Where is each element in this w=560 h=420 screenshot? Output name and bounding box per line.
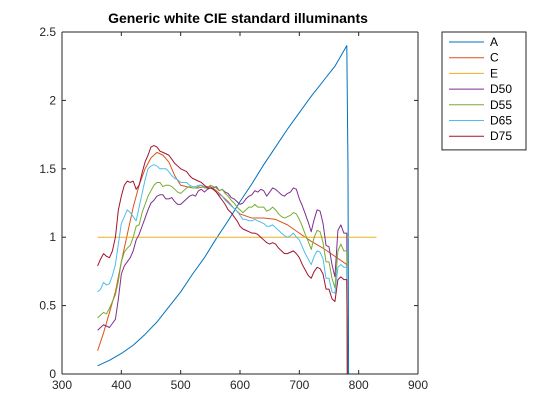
series-line-d75 (97, 145, 348, 374)
y-tick-label: 1.5 (39, 162, 56, 176)
y-tick-label: 2 (49, 93, 56, 107)
legend-label-a: A (490, 35, 498, 49)
x-tick-label: 900 (408, 378, 428, 392)
x-tick-label: 700 (289, 378, 309, 392)
x-tick-label: 300 (52, 378, 72, 392)
y-tick-label: 2.5 (39, 25, 56, 39)
plot-background (62, 32, 418, 374)
legend-label-d50: D50 (490, 82, 512, 96)
x-tick-label: 400 (111, 378, 131, 392)
legend-label-d65: D65 (490, 114, 512, 128)
legend-label-d75: D75 (490, 129, 512, 143)
x-tick-label: 500 (171, 378, 191, 392)
x-tick-label: 800 (349, 378, 369, 392)
series-line-a (97, 45, 350, 374)
series-line-c (97, 151, 348, 374)
legend-label-c: C (490, 51, 499, 65)
legend-label-e: E (490, 66, 498, 80)
x-tick-label: 600 (230, 378, 250, 392)
y-tick-label: 0 (49, 367, 56, 381)
plot-area (62, 32, 418, 374)
series-line-d55 (97, 181, 348, 374)
series-layer (97, 45, 377, 374)
y-tick-label: 1 (49, 230, 56, 244)
axes-layer: 300 400 500 600 700 800 900 0 0.5 1 1.5 2 2.5 (39, 25, 428, 392)
y-tick-label: 0.5 (39, 299, 56, 313)
legend-label-d55: D55 (490, 98, 512, 112)
legend-box (441, 31, 527, 151)
series-line-d65 (97, 164, 348, 374)
chart-title: Generic white CIE standard illuminants (108, 10, 368, 26)
